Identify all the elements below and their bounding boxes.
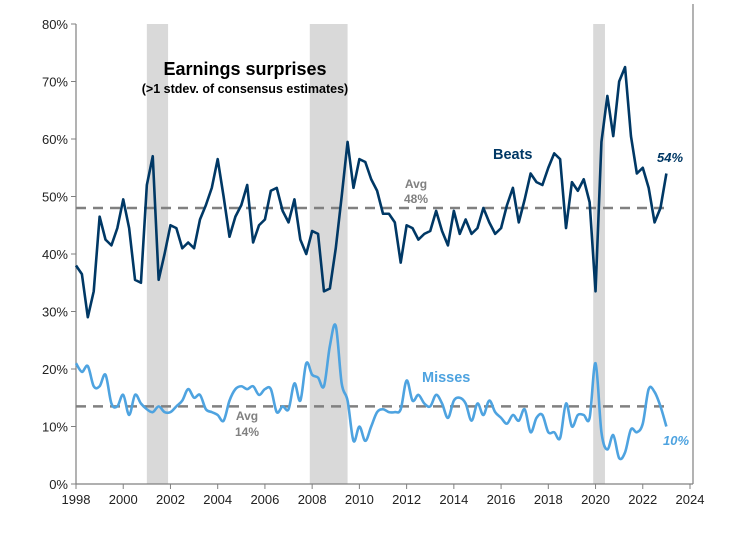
y-tick-label: 20% [42, 362, 68, 377]
x-tick-label: 2008 [298, 492, 327, 507]
beats-label: Beats [493, 147, 533, 163]
x-tick-label: 2018 [534, 492, 563, 507]
y-tick-label: 70% [42, 75, 68, 90]
x-tick-label: 2012 [392, 492, 421, 507]
beats-avg-value: 48% [404, 192, 428, 206]
y-tick-label: 40% [42, 247, 68, 262]
y-tick-label: 10% [42, 420, 68, 435]
misses-last-value-label: 10% [663, 433, 689, 448]
misses-series-line [74, 323, 668, 461]
chart-title: Earnings surprises [163, 59, 326, 79]
misses-avg-label: Avg [236, 409, 258, 423]
recession-band [593, 24, 605, 484]
y-tick-label: 60% [42, 132, 68, 147]
beats-series-line [74, 65, 668, 319]
x-tick-label: 2020 [581, 492, 610, 507]
x-tick-label: 2016 [487, 492, 516, 507]
chart-subtitle: (>1 stdev. of consensus estimates) [142, 82, 348, 96]
y-tick-label: 0% [49, 477, 68, 492]
x-tick-label: 2006 [250, 492, 279, 507]
x-tick-label: 2002 [156, 492, 185, 507]
x-tick-label: 2000 [109, 492, 138, 507]
x-tick-label: 2004 [203, 492, 232, 507]
y-tick-label: 50% [42, 190, 68, 205]
x-tick-label: 2010 [345, 492, 374, 507]
x-tick-label: 2014 [439, 492, 468, 507]
misses-avg-value: 14% [235, 425, 259, 439]
tick-labels: 0% 10% 20% 30% 40% 50% 60% 70% 80% 1998 2000 2002 20… [42, 17, 704, 507]
misses-label: Misses [422, 370, 470, 386]
x-tick-label: 1998 [62, 492, 91, 507]
beats-avg-label: Avg [405, 177, 427, 191]
y-tick-label: 30% [42, 305, 68, 320]
beats-last-value-label: 54% [657, 150, 683, 165]
x-tick-label: 2022 [628, 492, 657, 507]
x-tick-label: 2024 [676, 492, 705, 507]
y-tick-label: 80% [42, 17, 68, 32]
